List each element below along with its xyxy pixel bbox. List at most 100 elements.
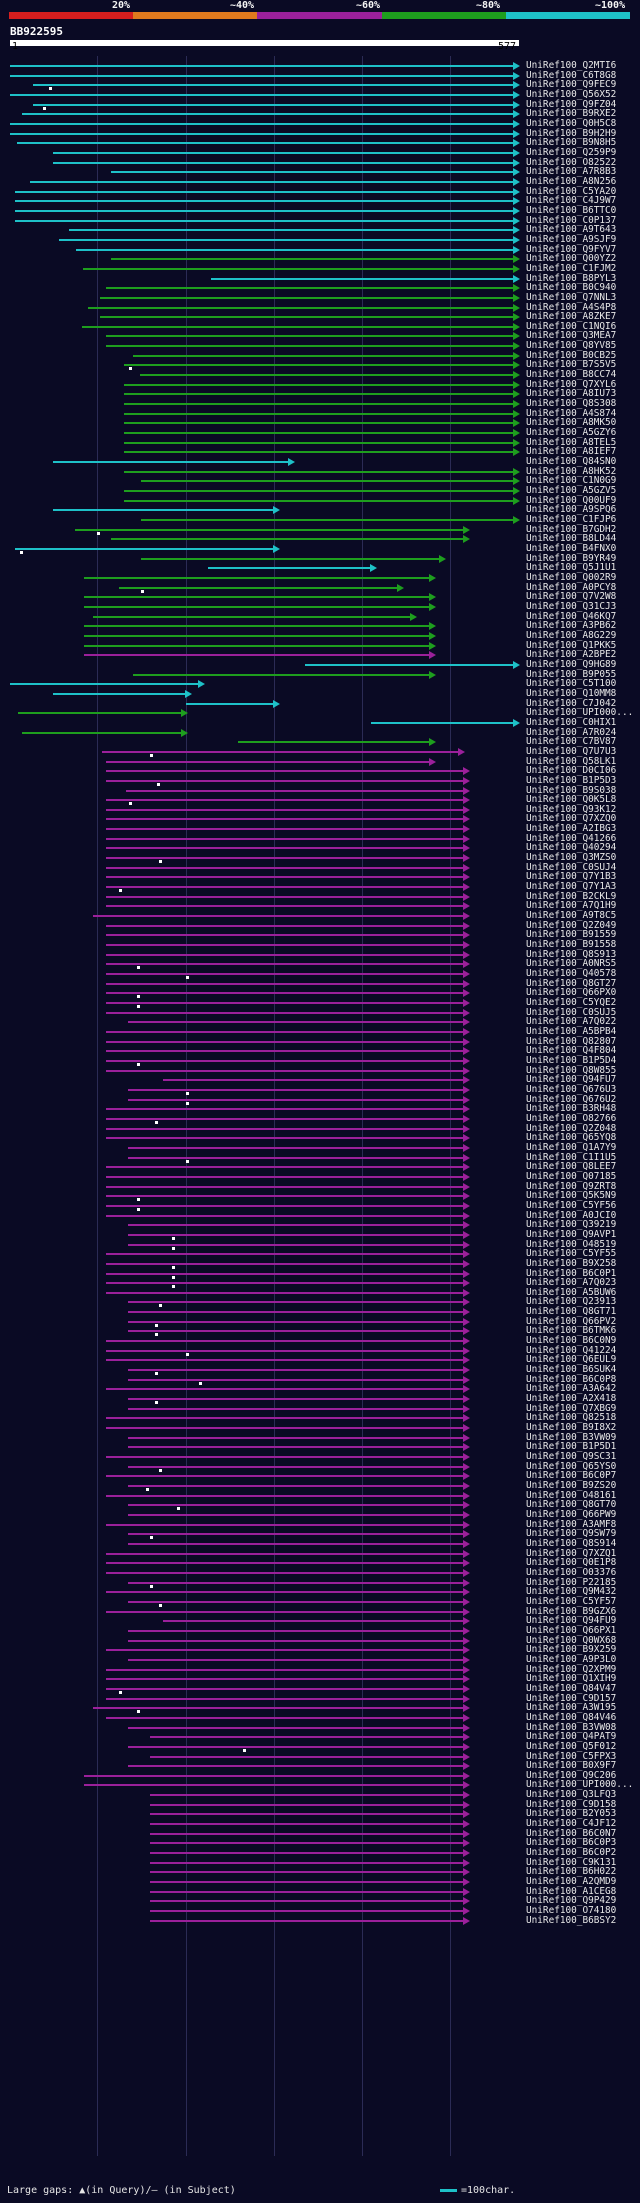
hit-bar[interactable] xyxy=(15,219,514,222)
hit-bar[interactable] xyxy=(128,1533,464,1536)
hit-bar[interactable] xyxy=(132,673,431,676)
hit-bar[interactable] xyxy=(99,296,514,299)
hit-bar[interactable] xyxy=(92,1707,464,1710)
hit-bar[interactable] xyxy=(22,113,514,116)
hit-label[interactable]: UniRef100_Q94FU9 xyxy=(526,1615,617,1627)
hit-bar[interactable] xyxy=(53,692,186,695)
hit-bar[interactable] xyxy=(150,1919,464,1922)
hit-label[interactable]: UniRef100_A0PCY8 xyxy=(526,581,617,593)
hit-label[interactable]: UniRef100_Q23913 xyxy=(526,1296,617,1308)
hit-label[interactable]: UniRef100_C5YA20 xyxy=(526,185,617,197)
hit-label[interactable]: UniRef100_Q58LK1 xyxy=(526,755,617,767)
hit-bar[interactable] xyxy=(53,509,275,512)
hit-bar[interactable] xyxy=(106,1494,464,1497)
hit-label[interactable]: UniRef100_B1P5D1 xyxy=(526,1441,617,1453)
hit-bar[interactable] xyxy=(106,828,464,831)
hit-bar[interactable] xyxy=(106,1117,464,1120)
hit-bar[interactable] xyxy=(128,1639,464,1642)
hit-bar[interactable] xyxy=(128,1542,464,1545)
hit-bar[interactable] xyxy=(69,229,514,232)
hit-bar[interactable] xyxy=(141,519,514,522)
hit-label[interactable]: UniRef100_Q1XIH9 xyxy=(526,1673,617,1685)
hit-label[interactable]: UniRef100_Q7XBG9 xyxy=(526,1402,617,1414)
hit-label[interactable]: UniRef100_B6C0P1 xyxy=(526,1267,617,1279)
hit-label[interactable]: UniRef100_C1I1U5 xyxy=(526,1151,617,1163)
hit-bar[interactable] xyxy=(106,1214,464,1217)
hit-bar[interactable] xyxy=(106,1417,464,1420)
hit-bar[interactable] xyxy=(106,1610,464,1613)
hit-label[interactable]: UniRef100_C5YF56 xyxy=(526,1199,617,1211)
hit-label[interactable]: UniRef100_O48519 xyxy=(526,1238,617,1250)
hit-bar[interactable] xyxy=(106,847,464,850)
hit-bar[interactable] xyxy=(150,1842,464,1845)
hit-bar[interactable] xyxy=(106,1340,464,1343)
hit-bar[interactable] xyxy=(106,1031,464,1033)
hit-bar[interactable] xyxy=(106,1204,464,1207)
hit-label[interactable]: UniRef100_C0P137 xyxy=(526,214,617,226)
hit-bar[interactable] xyxy=(106,779,464,782)
hit-label[interactable]: UniRef100_Q7XZQ1 xyxy=(526,1547,617,1559)
hit-bar[interactable] xyxy=(128,1504,464,1507)
hit-bar[interactable] xyxy=(106,808,464,811)
hit-label[interactable]: UniRef100_Q2XPM9 xyxy=(526,1663,617,1675)
hit-bar[interactable] xyxy=(150,1794,464,1797)
hit-bar[interactable] xyxy=(128,1465,464,1468)
hit-bar[interactable] xyxy=(304,663,514,666)
hit-label[interactable]: UniRef100_C5YF57 xyxy=(526,1595,617,1607)
hit-label[interactable]: UniRef100_Q2Z048 xyxy=(526,1122,617,1134)
hit-label[interactable]: UniRef100_A5BPB4 xyxy=(526,1026,617,1037)
hit-bar[interactable] xyxy=(128,1098,464,1101)
hit-bar[interactable] xyxy=(106,1108,464,1111)
hit-bar[interactable] xyxy=(92,615,411,618)
hit-label[interactable]: UniRef100_B6H022 xyxy=(526,1866,617,1878)
hit-label[interactable]: UniRef100_Q3LFQ3 xyxy=(526,1789,617,1801)
hit-bar[interactable] xyxy=(150,1823,464,1826)
hit-label[interactable]: UniRef100_B8PYL3 xyxy=(526,272,617,284)
hit-label[interactable]: UniRef100_C9D158 xyxy=(526,1798,617,1810)
hit-label[interactable]: UniRef100_Q7U7U3 xyxy=(526,745,617,757)
hit-bar[interactable] xyxy=(150,1755,464,1758)
hit-bar[interactable] xyxy=(128,1514,464,1516)
hit-label[interactable]: UniRef100_A7R024 xyxy=(526,726,617,738)
hit-label[interactable]: UniRef100_C4J9W7 xyxy=(526,195,617,207)
hit-label[interactable]: UniRef100_A7Q1H9 xyxy=(526,900,617,912)
hit-label[interactable]: UniRef100_Q82518 xyxy=(526,1412,617,1424)
hit-bar[interactable] xyxy=(106,1127,464,1130)
hit-label[interactable]: UniRef100_B8LD44 xyxy=(526,533,617,545)
hit-bar[interactable] xyxy=(163,1079,464,1082)
hit-bar[interactable] xyxy=(106,287,514,290)
hit-bar[interactable] xyxy=(106,1668,464,1671)
hit-bar[interactable] xyxy=(106,335,514,338)
hit-bar[interactable] xyxy=(128,1658,464,1661)
hit-bar[interactable] xyxy=(123,441,514,444)
hit-bar[interactable] xyxy=(106,992,464,995)
hit-label[interactable]: UniRef100_Q8YV85 xyxy=(526,340,617,352)
hit-label[interactable]: UniRef100_A4S874 xyxy=(526,407,617,419)
hit-bar[interactable] xyxy=(123,403,514,406)
hit-label[interactable]: UniRef100_B6C0P2 xyxy=(526,1847,617,1859)
hit-label[interactable]: UniRef100_Q2Z049 xyxy=(526,919,617,931)
hit-bar[interactable] xyxy=(84,1784,464,1787)
hit-label[interactable]: UniRef100_Q7Y1B3 xyxy=(526,871,617,883)
hit-label[interactable]: UniRef100_Q9SC31 xyxy=(526,1451,617,1463)
hit-bar[interactable] xyxy=(106,1050,464,1053)
hit-label[interactable]: UniRef100_O03376 xyxy=(526,1566,617,1578)
hit-bar[interactable] xyxy=(207,567,372,570)
hit-label[interactable]: UniRef100_Q65YQ8 xyxy=(526,1132,617,1144)
hit-label[interactable]: UniRef100_C6T8G8 xyxy=(526,69,617,81)
hit-bar[interactable] xyxy=(106,1195,464,1198)
hit-bar[interactable] xyxy=(84,634,431,637)
hit-bar[interactable] xyxy=(83,267,514,270)
hit-label[interactable]: UniRef100_Q8S913 xyxy=(526,948,617,960)
hit-label[interactable]: UniRef100_B91558 xyxy=(526,939,617,951)
hit-bar[interactable] xyxy=(128,1156,464,1159)
hit-bar[interactable] xyxy=(84,605,431,608)
hit-bar[interactable] xyxy=(128,1233,464,1236)
hit-bar[interactable] xyxy=(17,142,514,145)
hit-bar[interactable] xyxy=(58,238,514,241)
hit-bar[interactable] xyxy=(106,770,464,773)
hit-bar[interactable] xyxy=(106,1059,464,1062)
hit-bar[interactable] xyxy=(128,1320,464,1323)
hit-bar[interactable] xyxy=(128,1369,464,1372)
hit-bar[interactable] xyxy=(163,1620,464,1623)
